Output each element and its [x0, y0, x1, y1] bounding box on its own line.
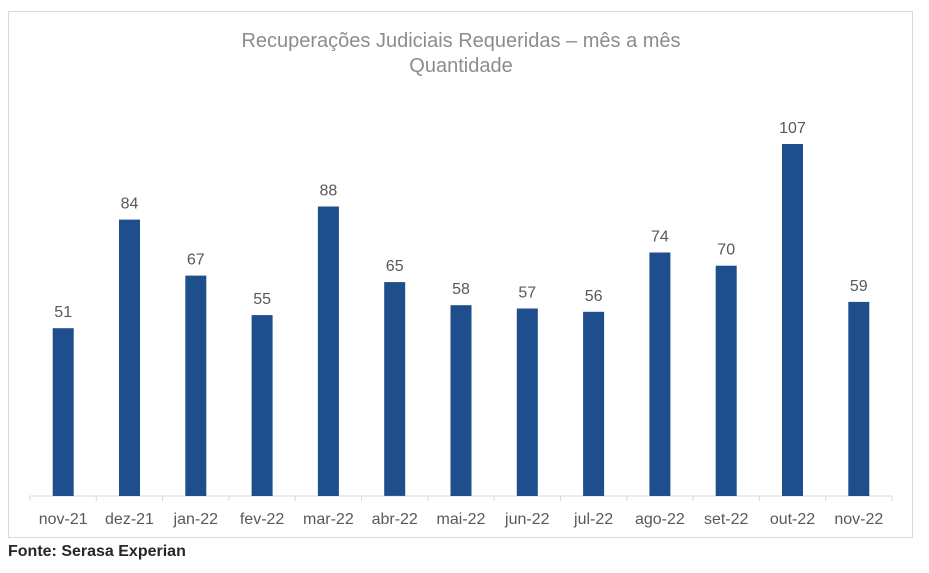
bar-jan-22	[185, 275, 207, 496]
data-label-dez-21: 84	[121, 196, 139, 213]
bar-mar-22	[317, 206, 339, 496]
x-tick-label-nov-21: nov-21	[39, 511, 88, 528]
data-label-jan-22: 67	[187, 252, 205, 269]
x-tick-label-set-22: set-22	[704, 511, 749, 528]
data-label-jul-22: 56	[585, 288, 603, 305]
bar-nov-21	[52, 328, 74, 496]
x-tick-label-mar-22: mar-22	[303, 511, 354, 528]
bar-jul-22	[583, 311, 605, 496]
data-label-fev-22: 55	[253, 291, 271, 308]
bar-set-22	[715, 265, 737, 496]
x-tick-label-jul-22: jul-22	[573, 511, 613, 528]
bar-chart: Recuperações Judiciais Requeridas – mês …	[29, 30, 893, 528]
data-label-nov-22: 59	[850, 278, 868, 295]
data-label-set-22: 70	[717, 242, 735, 259]
data-label-nov-21: 51	[54, 304, 72, 321]
x-tick-label-mai-22: mai-22	[437, 511, 486, 528]
data-label-abr-22: 65	[386, 258, 404, 275]
x-tick-label-ago-22: ago-22	[635, 511, 685, 528]
data-label-jun-22: 57	[518, 285, 536, 302]
bar-nov-22	[848, 301, 870, 496]
bar-mai-22	[450, 305, 472, 496]
x-tick-label-out-22: out-22	[770, 511, 815, 528]
data-label-mar-22: 88	[320, 183, 338, 200]
x-tick-label-jan-22: jan-22	[173, 511, 219, 528]
data-label-ago-22: 74	[651, 229, 669, 246]
data-label-mai-22: 58	[452, 281, 470, 298]
bar-abr-22	[384, 282, 406, 496]
bar-jun-22	[516, 308, 538, 496]
data-label-out-22: 107	[779, 120, 806, 137]
x-tick-label-fev-22: fev-22	[240, 511, 285, 528]
x-tick-label-dez-21: dez-21	[105, 511, 154, 528]
x-tick-label-jun-22: jun-22	[504, 511, 550, 528]
bar-fev-22	[251, 315, 273, 496]
x-tick-label-abr-22: abr-22	[372, 511, 418, 528]
bar-dez-21	[119, 219, 140, 496]
chart-subtitle: Quantidade	[409, 55, 512, 77]
x-tick-label-nov-22: nov-22	[834, 511, 883, 528]
chart-title: Recuperações Judiciais Requeridas – mês …	[241, 30, 680, 52]
bar-out-22	[782, 144, 803, 496]
source-note: Fonte: Serasa Experian	[8, 543, 186, 560]
bar-ago-22	[649, 252, 671, 496]
plot-area: 51 nov-21 84 dez-21 67 jan-22 55 fev-22 88 mar-22…	[29, 120, 893, 528]
